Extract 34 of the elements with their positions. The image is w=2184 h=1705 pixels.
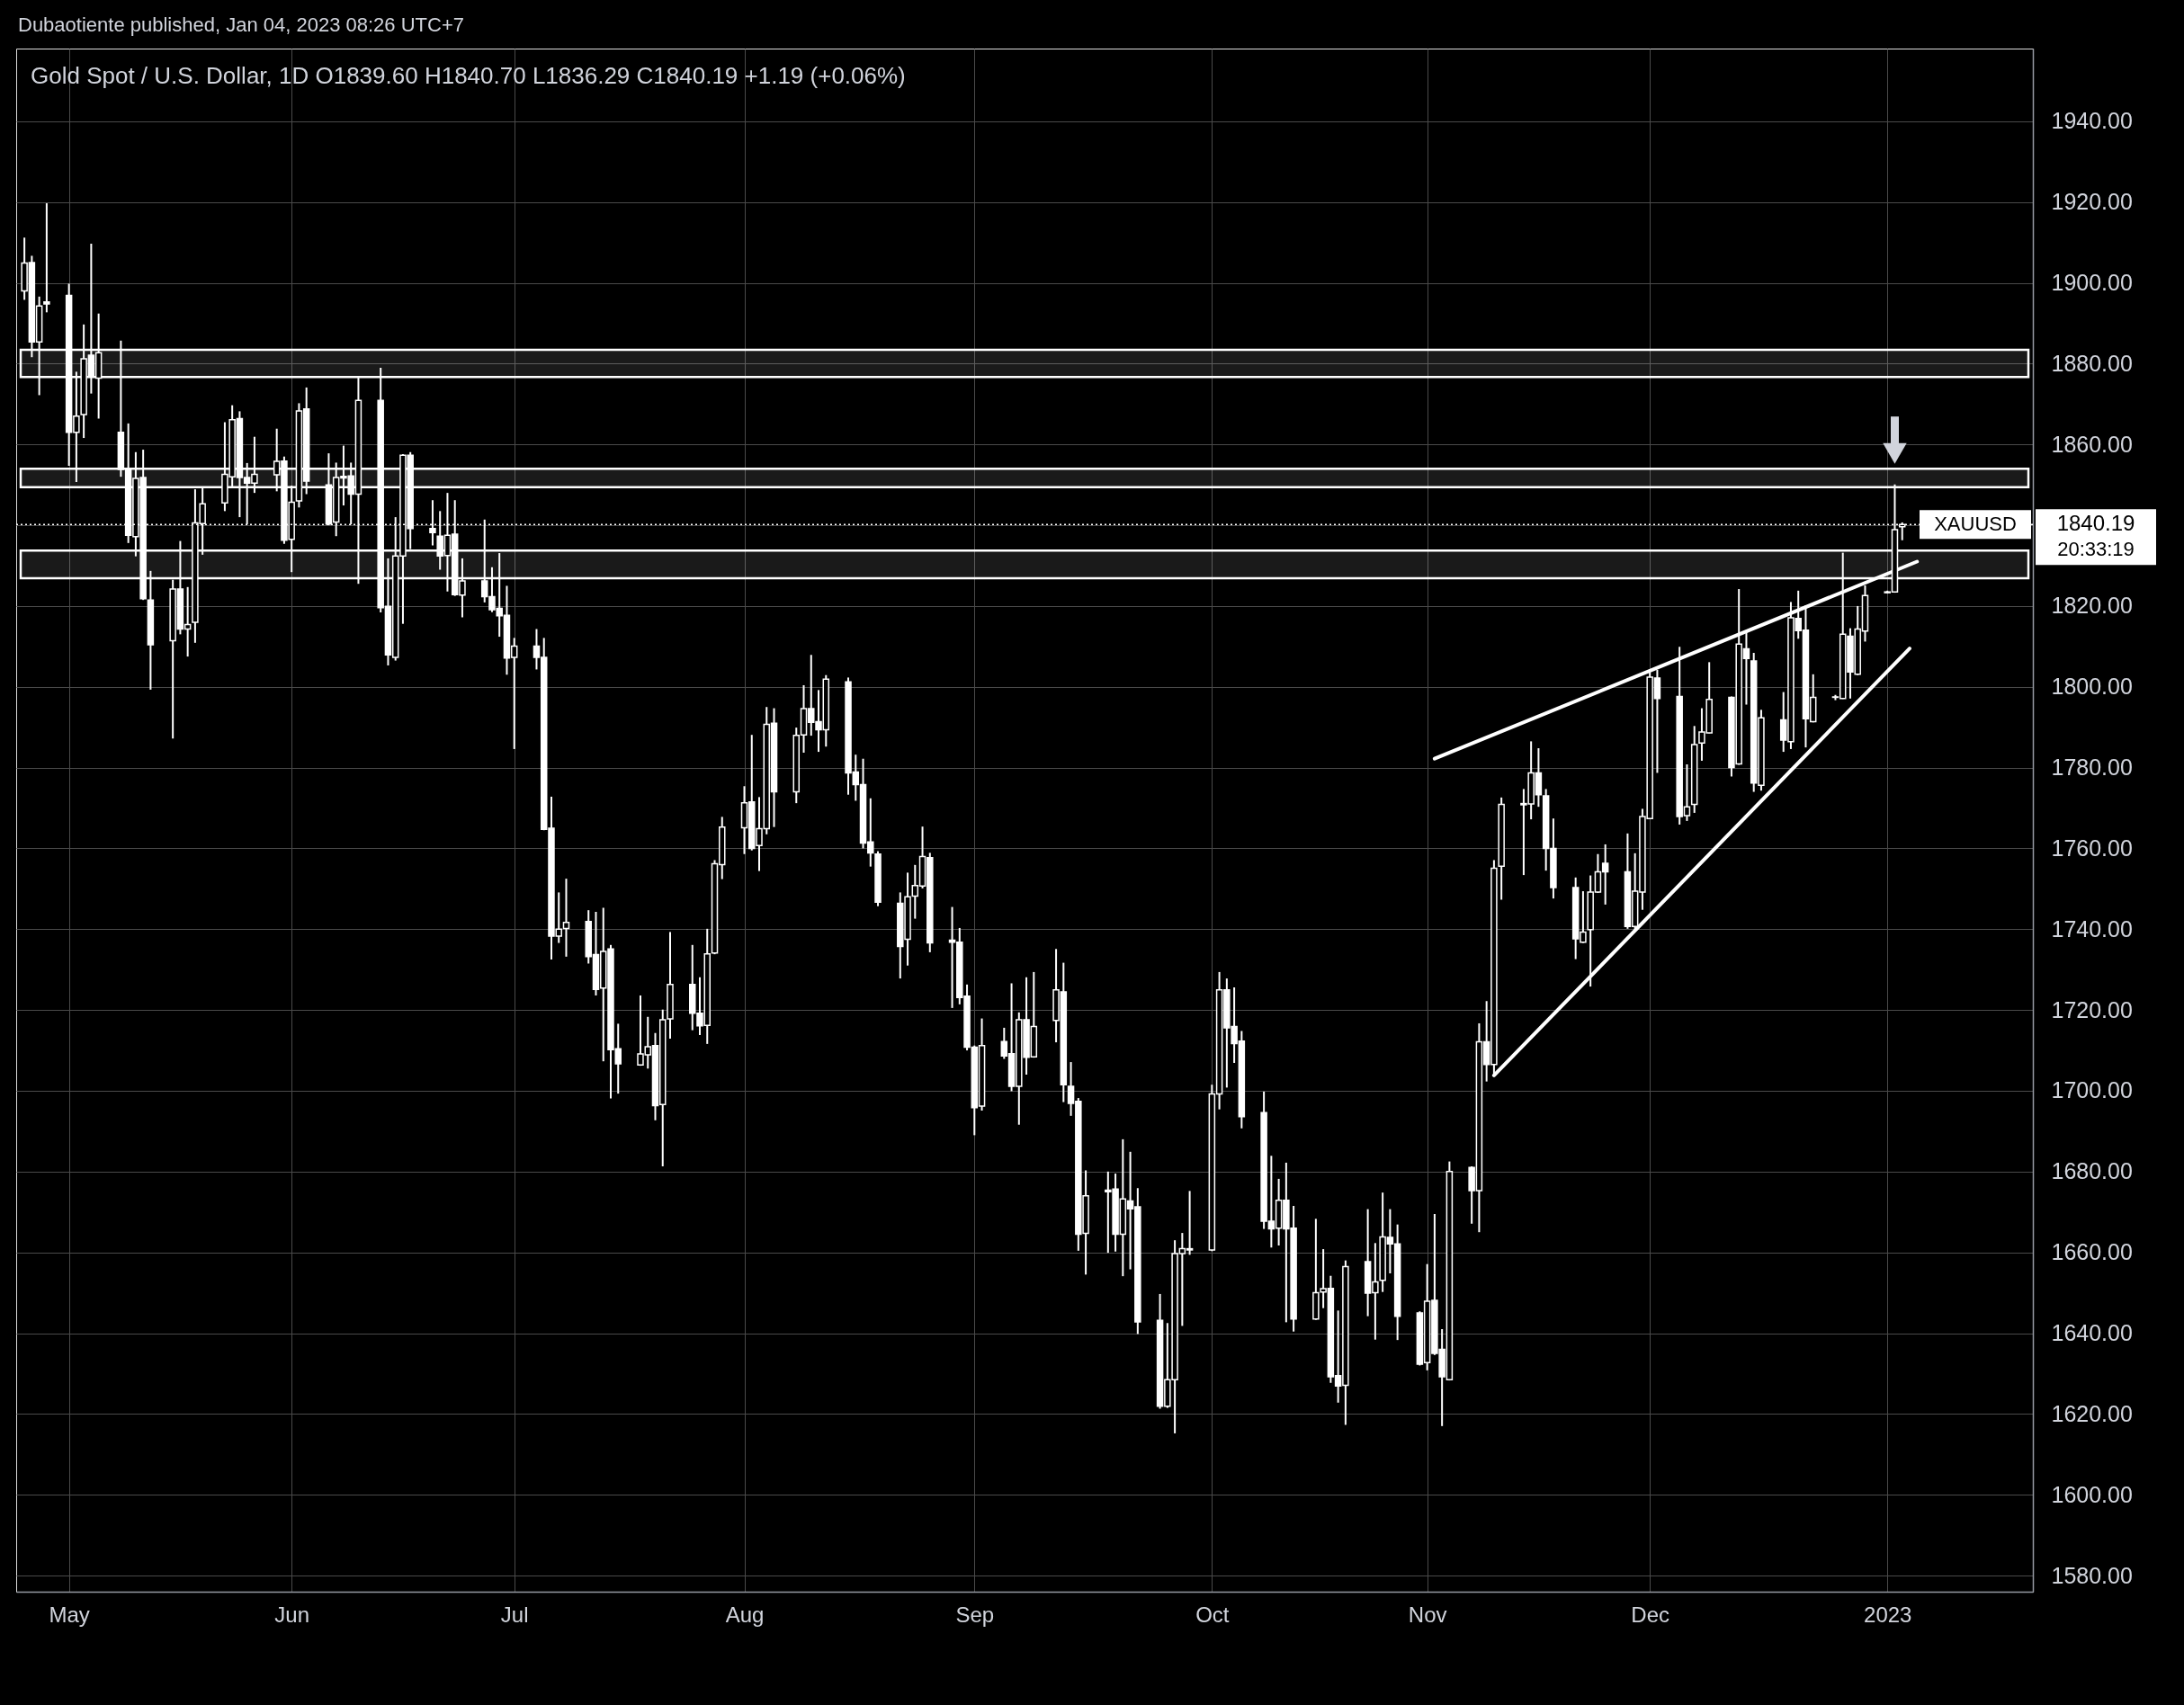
x-tick-label: Aug xyxy=(725,1602,765,1627)
y-tick-label: 1680.00 xyxy=(2051,1158,2133,1184)
x-tick-label: 2023 xyxy=(1864,1602,1912,1627)
y-tick-label: 1580.00 xyxy=(2051,1562,2133,1588)
y-tick-label: 1800.00 xyxy=(2051,674,2133,700)
candlestick xyxy=(562,878,570,958)
y-tick-label: 1780.00 xyxy=(2051,754,2133,781)
text: 20:33:19 xyxy=(2057,538,2135,561)
y-tick-label: 1820.00 xyxy=(2051,593,2133,619)
y-tick-label: 1660.00 xyxy=(2051,1239,2133,1265)
x-tick-label: Nov xyxy=(1408,1602,1447,1627)
candlestick xyxy=(43,202,50,314)
x-tick-label: Jul xyxy=(500,1602,529,1627)
y-tick-label: 1860.00 xyxy=(2051,431,2133,457)
y-tick-label: 1700.00 xyxy=(2051,1077,2133,1103)
y-tick-label: 1760.00 xyxy=(2051,835,2133,861)
y-tick-label: 1620.00 xyxy=(2051,1400,2133,1426)
y-tick-label: 1880.00 xyxy=(2051,350,2133,376)
text: Dubaotiente published, Jan 04, 2023 08:26 UTC+7 xyxy=(18,13,464,36)
y-tick-label: 1940.00 xyxy=(2051,108,2133,134)
x-tick-label: Dec xyxy=(1631,1602,1670,1627)
y-tick-label: 1640.00 xyxy=(2051,1320,2133,1345)
x-tick-label: May xyxy=(49,1602,90,1627)
y-tick-label: 1740.00 xyxy=(2051,915,2133,942)
ref-line-label: XAUUSD xyxy=(1934,513,2017,536)
y-tick-label: 1920.00 xyxy=(2051,189,2133,215)
text: 1840.19 xyxy=(2056,511,2135,536)
y-tick-label: 1720.00 xyxy=(2051,996,2133,1022)
x-tick-label: Jun xyxy=(274,1602,310,1627)
x-tick-label: Oct xyxy=(1195,1602,1230,1627)
y-tick-label: 1600.00 xyxy=(2051,1481,2133,1507)
text: Gold Spot / U.S. Dollar, 1D O1839.60 H1840.70 L1836.29 C1840.19 +1.19 (+0.06%) xyxy=(31,62,906,89)
y-tick-label: 1900.00 xyxy=(2051,270,2133,296)
x-tick-label: Sep xyxy=(955,1602,995,1627)
